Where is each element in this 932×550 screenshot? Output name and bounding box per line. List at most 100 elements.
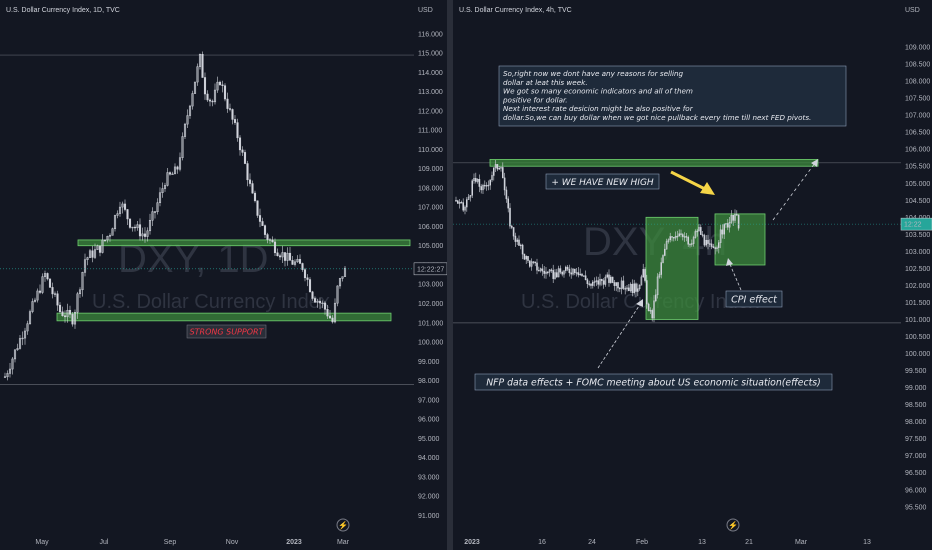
candle-body: [615, 282, 617, 286]
candle-body: [248, 179, 252, 184]
candle-body: [28, 311, 32, 324]
candle-body: [629, 283, 632, 292]
y-tick-label: 107.500: [905, 96, 930, 103]
candle-body: [3, 376, 7, 378]
candle-body: [520, 244, 522, 247]
candle-body: [316, 300, 319, 303]
panel-divider[interactable]: [447, 0, 453, 550]
candle-body: [716, 247, 718, 249]
cpi-zone: [714, 213, 766, 266]
candle-body: [306, 277, 309, 280]
y-tick-label: 96.000: [905, 487, 927, 494]
candle-body: [78, 289, 82, 295]
chart-title: U.S. Dollar Currency Index, 1D, TVC: [6, 7, 120, 14]
candle-body: [23, 330, 27, 339]
projection-arrow: [772, 162, 816, 221]
candle-body: [326, 309, 329, 317]
candle-body: [617, 282, 619, 289]
analysis-note-line: Next interest rate desicion might be als…: [503, 104, 694, 113]
candle-body: [619, 287, 621, 290]
candle-body: [597, 280, 599, 285]
new-high-box: [545, 173, 660, 190]
candle-body: [563, 270, 565, 275]
candle-body: [574, 268, 576, 274]
candle-body: [323, 302, 327, 310]
candle-body: [116, 213, 119, 216]
candle-body: [516, 239, 519, 242]
candle-body: [63, 315, 67, 318]
candle-body: [331, 317, 334, 323]
candle-body: [96, 245, 99, 250]
candle-body: [568, 268, 571, 274]
watermark-name: U.S. Dollar Currency Index: [92, 291, 330, 313]
candle-body: [301, 263, 304, 270]
daily-chart[interactable]: U.S. Dollar Currency Index, 1D, TVC USDDX…: [0, 0, 447, 550]
candle-body: [123, 203, 127, 210]
candle-body: [640, 276, 643, 286]
y-tick-label: 99.000: [418, 359, 440, 366]
candle-body: [466, 199, 468, 208]
candle-body: [126, 209, 129, 220]
current-price-tag: [413, 262, 447, 276]
candle-body: [664, 248, 666, 256]
candle-body: [56, 293, 59, 306]
candle-body: [622, 280, 625, 289]
candle-body: [475, 178, 477, 182]
candle-body: [473, 178, 475, 182]
candle-body: [496, 164, 499, 170]
candle-body: [338, 278, 342, 287]
candle-body: [268, 239, 272, 241]
candle-body: [228, 108, 232, 110]
candle-body: [719, 229, 722, 243]
candle-body: [33, 299, 37, 302]
candle-body: [505, 189, 508, 200]
candle-body: [168, 172, 172, 175]
candle-body: [93, 249, 97, 258]
candle-body: [469, 195, 472, 198]
candle-body: [141, 233, 144, 237]
candle-body: [98, 245, 102, 253]
candle-body: [601, 279, 603, 281]
x-tick-label: Jul: [100, 539, 109, 546]
candle-body: [16, 348, 19, 351]
candle-body: [696, 230, 698, 233]
candle-body: [660, 262, 662, 275]
chart-title: U.S. Dollar Currency Index, 4h, TVC: [459, 7, 572, 14]
candle-body: [646, 280, 648, 305]
candle-body: [692, 237, 695, 244]
strong-support-box: [186, 324, 267, 339]
candle-body: [113, 215, 117, 229]
candle-body: [128, 218, 132, 228]
candle-body: [557, 268, 560, 278]
y-tick-label: 103.500: [905, 232, 930, 239]
candle-body: [266, 234, 269, 240]
candle-body: [231, 109, 234, 120]
candle-body: [121, 203, 124, 208]
x-tick-label: 21: [745, 539, 753, 546]
candle-body: [552, 270, 555, 279]
candle-body: [674, 235, 677, 239]
new-high-arrow: [670, 170, 706, 191]
candle-body: [281, 252, 284, 258]
lightning-icon-glyph: ⚡: [728, 520, 738, 530]
four-hour-chart-panel[interactable]: U.S. Dollar Currency Index, 4h, TVC USD DX…: [453, 0, 932, 550]
candle-body: [31, 301, 34, 312]
candle-body: [667, 239, 670, 242]
candle-body: [103, 239, 107, 242]
candle-body: [243, 152, 247, 164]
candle-body: [46, 273, 49, 280]
current-price-label: 12:22: [904, 222, 922, 229]
nfp-arrow-head: [636, 299, 643, 307]
resistance-zone: [77, 239, 411, 247]
candle-body: [86, 257, 89, 260]
candle-body: [613, 282, 616, 286]
candle-body: [484, 185, 486, 187]
candle-body: [61, 311, 64, 316]
four-hour-chart[interactable]: U.S. Dollar Currency Index, 4h, TVC USDDX…: [453, 0, 932, 550]
lightning-icon[interactable]: [726, 518, 740, 532]
y-tick-label: 110.000: [418, 147, 443, 154]
lightning-icon[interactable]: [336, 518, 350, 532]
candle-body: [547, 271, 549, 274]
daily-chart-panel[interactable]: U.S. Dollar Currency Index, 1D, TVC USD DX…: [0, 0, 447, 550]
candle-body: [577, 272, 580, 276]
